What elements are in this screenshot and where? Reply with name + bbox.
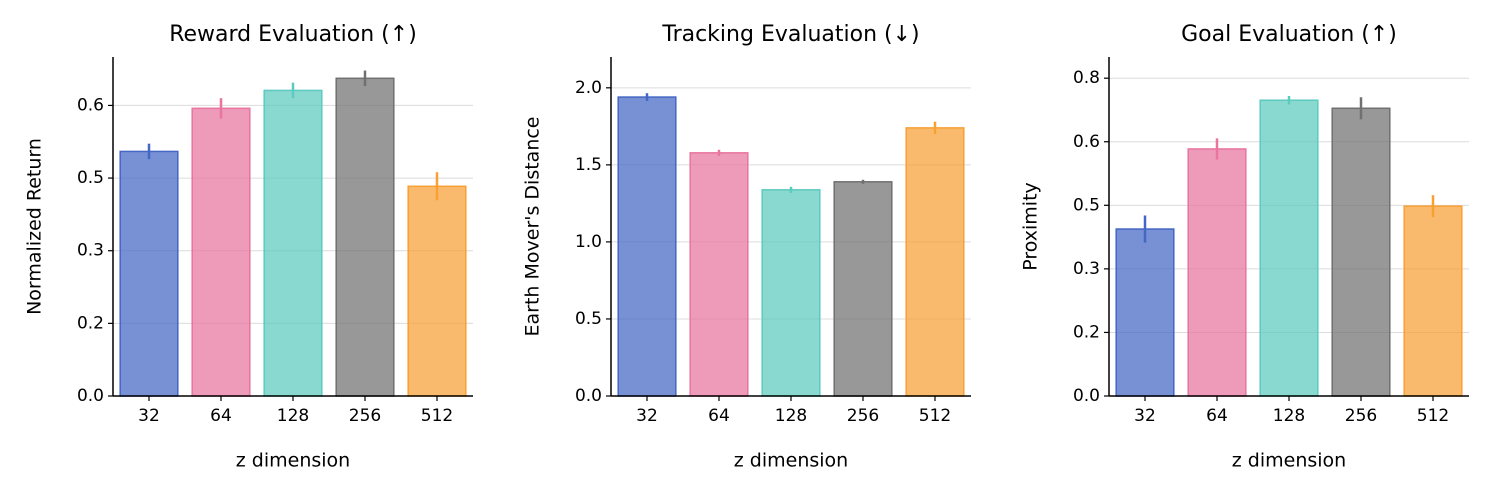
chart-title: Tracking Evaluation (↓) xyxy=(661,22,919,47)
x-tick-label: 512 xyxy=(919,406,951,426)
y-axis-label: Proximity xyxy=(1020,182,1042,271)
y-tick-label: 0.3 xyxy=(77,241,104,261)
y-tick-label: 0.2 xyxy=(1073,322,1100,342)
bar xyxy=(689,152,749,397)
bar xyxy=(905,127,965,397)
x-tick-label: 128 xyxy=(277,406,309,426)
y-axis-label: Earth Mover's Distance xyxy=(522,117,544,337)
y-tick-label: 0.6 xyxy=(77,95,104,115)
x-tick-label: 64 xyxy=(1206,406,1228,426)
chart-title: Reward Evaluation (↑) xyxy=(169,22,417,47)
x-tick-label: 256 xyxy=(349,406,381,426)
x-tick-label: 64 xyxy=(210,406,232,426)
bar xyxy=(617,96,677,397)
y-tick-label: 0.8 xyxy=(1073,68,1100,88)
x-tick-label: 256 xyxy=(1345,406,1377,426)
bar xyxy=(1115,228,1175,397)
y-tick-label: 0.5 xyxy=(575,309,602,329)
bar xyxy=(1187,148,1247,397)
y-tick-label: 0.6 xyxy=(1073,132,1100,152)
x-axis-label: z dimension xyxy=(734,450,848,472)
bar xyxy=(263,89,323,397)
bar xyxy=(1259,99,1319,397)
y-tick-label: 0.5 xyxy=(1073,195,1100,215)
x-tick-label: 256 xyxy=(847,406,879,426)
bar xyxy=(191,107,251,397)
x-tick-label: 512 xyxy=(421,406,453,426)
y-tick-label: 0.2 xyxy=(77,313,104,333)
bar xyxy=(1403,205,1463,397)
y-tick-label: 0.3 xyxy=(1073,259,1100,279)
y-tick-label: 0.0 xyxy=(77,386,104,406)
x-tick-label: 32 xyxy=(636,406,658,426)
y-axis-label: Normalized Return xyxy=(24,138,46,315)
x-tick-label: 128 xyxy=(775,406,807,426)
x-axis-label: z dimension xyxy=(1232,450,1346,472)
bar xyxy=(761,189,821,397)
chart-title: Goal Evaluation (↑) xyxy=(1181,22,1397,47)
x-tick-label: 128 xyxy=(1273,406,1305,426)
x-tick-label: 32 xyxy=(1134,406,1156,426)
bar xyxy=(407,185,467,397)
bar xyxy=(833,181,893,397)
x-axis-label: z dimension xyxy=(236,450,350,472)
y-tick-label: 0.0 xyxy=(1073,386,1100,406)
bar xyxy=(1331,107,1391,397)
bar xyxy=(119,150,179,397)
y-tick-label: 1.5 xyxy=(575,155,602,175)
x-tick-label: 32 xyxy=(138,406,160,426)
y-tick-label: 0.0 xyxy=(575,386,602,406)
y-tick-label: 1.0 xyxy=(575,232,602,252)
x-tick-label: 512 xyxy=(1417,406,1449,426)
bar xyxy=(335,77,395,397)
x-tick-label: 64 xyxy=(708,406,730,426)
y-tick-label: 2.0 xyxy=(575,78,602,98)
y-tick-label: 0.5 xyxy=(77,168,104,188)
